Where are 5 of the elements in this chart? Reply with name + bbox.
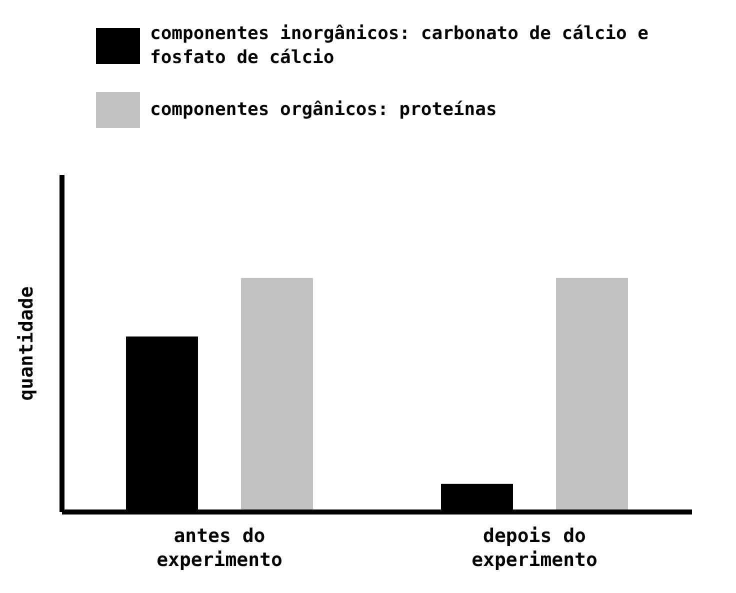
x-tick-label: antes do experimento — [156, 525, 282, 571]
x-tick-label: depois do experimento — [472, 525, 598, 571]
legend-label: componentes inorgânicos: carbonato de cálcio e fosfato de cálcio — [150, 22, 650, 70]
legend-label: componentes orgânicos: proteínas — [150, 98, 497, 122]
y-axis-title: quantidade — [16, 286, 38, 401]
